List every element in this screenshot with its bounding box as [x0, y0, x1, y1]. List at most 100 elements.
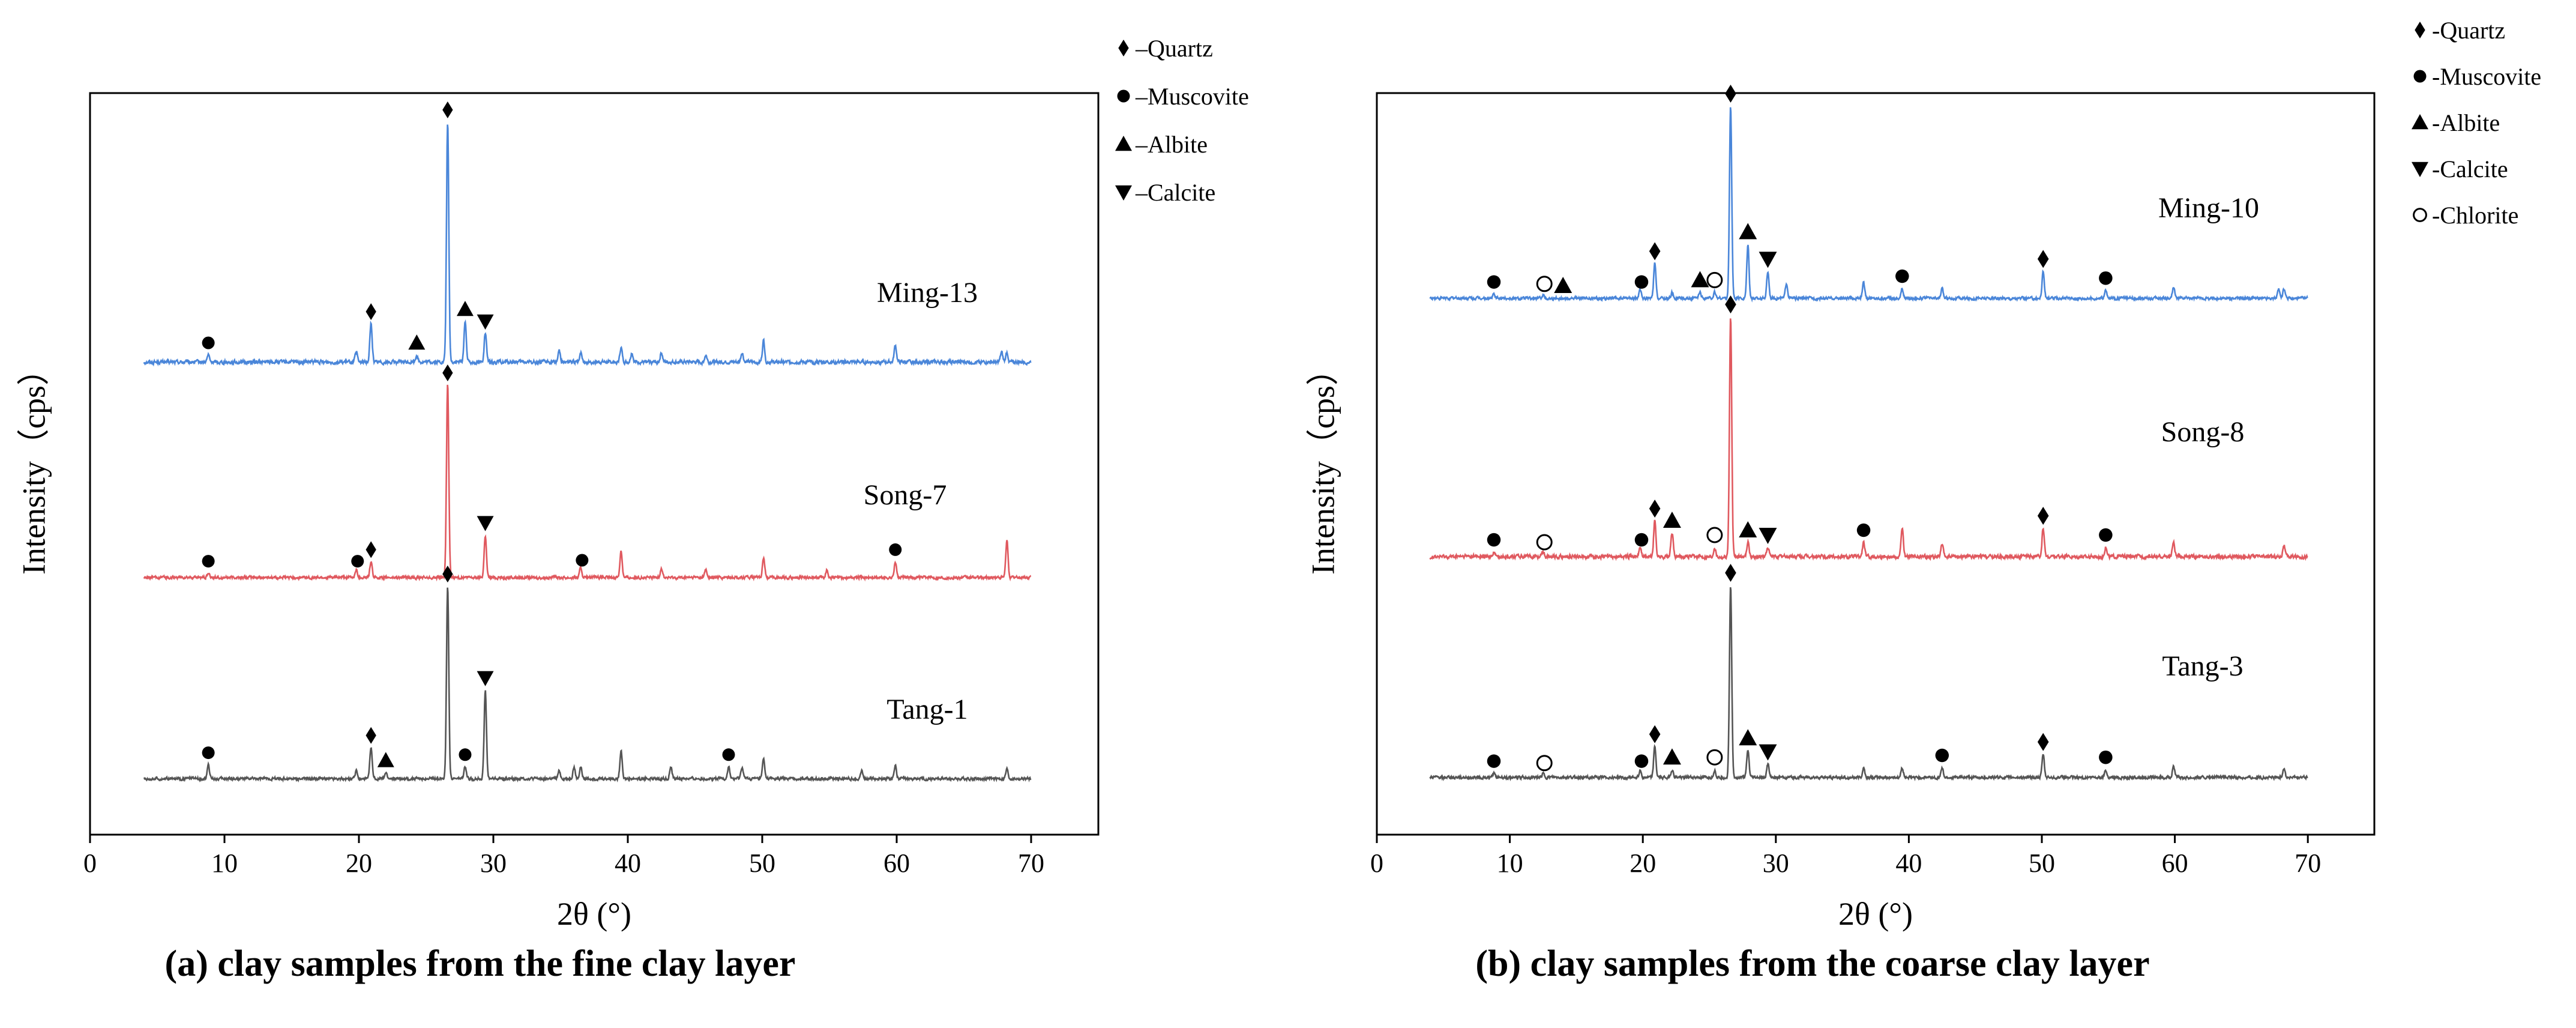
series-label-song-7: Song-7 — [864, 479, 947, 511]
phase-marker-circle — [889, 543, 902, 556]
phase-marker-triangle-up — [456, 301, 474, 316]
phase-marker-open-circle — [1706, 271, 1723, 288]
phase-marker-triangle-down — [1759, 744, 1777, 761]
series-line-song-8 — [1429, 318, 2308, 561]
phase-marker-triangle-up — [408, 334, 426, 350]
x-axis-label: 2θ (°) — [1838, 896, 1913, 932]
phase-marker-circle — [1634, 275, 1649, 289]
phase-marker-circle — [1487, 275, 1501, 289]
x-tick-label: 70 — [1018, 848, 1044, 878]
phase-marker-triangle-up — [1739, 521, 1757, 537]
phase-marker-diamond — [442, 101, 453, 118]
series-line-tang-1 — [143, 587, 1032, 783]
legend-diamond-icon — [2415, 22, 2425, 38]
phase-marker-circle — [722, 748, 735, 761]
panel-b: 0 10 20 30 40 50 60 70 2θ (°) Intensity（cps） Ming-… — [1305, 17, 2541, 932]
phase-marker-triangle-down — [477, 314, 494, 330]
legend-triangle-down-icon — [2412, 162, 2428, 177]
series-label-tang-3: Tang-3 — [2162, 650, 2243, 682]
x-tick-label: 10 — [1497, 848, 1523, 878]
phase-marker-diamond — [442, 364, 453, 381]
phase-marker-diamond — [1725, 564, 1736, 582]
series-line-ming-10 — [1429, 107, 2308, 303]
phase-marker-circle — [1895, 269, 1909, 283]
phase-marker-circle — [1634, 533, 1649, 547]
phase-marker-circle — [2099, 271, 2113, 285]
phase-marker-circle — [1856, 523, 1871, 537]
phase-marker-circle — [351, 555, 364, 568]
series-line-tang-3 — [1429, 587, 2308, 782]
legend-circle-icon — [1117, 89, 1130, 103]
phase-marker-circle — [1487, 533, 1501, 547]
series-label-song-8: Song-8 — [2161, 416, 2245, 448]
phase-marker-triangle-up — [1739, 223, 1757, 240]
x-tick-label: 50 — [749, 848, 775, 878]
x-tick-label: 40 — [1895, 848, 1922, 878]
legend-diamond-icon — [1118, 40, 1129, 56]
legend-triangle-up-icon — [1115, 136, 1132, 151]
legend-item-calcite: –Calcite — [1135, 179, 1215, 206]
legend-item-albite: –Albite — [1135, 131, 1208, 158]
phase-marker-triangle-down — [477, 671, 494, 686]
legend-triangle-up-icon — [2412, 114, 2428, 130]
series-line-song-7 — [143, 384, 1032, 582]
phase-marker-circle — [2099, 750, 2113, 764]
phase-marker-diamond — [1725, 295, 1736, 313]
phase-marker-triangle-down — [477, 516, 494, 531]
phase-marker-diamond — [366, 541, 376, 558]
phase-marker-circle — [202, 336, 215, 349]
legend-open-circle-icon — [2413, 208, 2427, 222]
phase-marker-open-circle — [1706, 749, 1723, 766]
legend-circle-icon — [2413, 70, 2427, 83]
series-label-tang-1: Tang-1 — [886, 694, 968, 725]
series-label-ming-13: Ming-13 — [877, 277, 978, 309]
phase-marker-diamond — [2037, 250, 2049, 268]
phase-marker-diamond — [1649, 725, 1661, 743]
phase-marker-triangle-up — [1691, 271, 1709, 288]
phase-marker-circle — [1935, 748, 1949, 763]
phase-marker-circle — [459, 748, 472, 761]
phase-marker-open-circle — [1706, 527, 1723, 543]
series-label-ming-10: Ming-10 — [2158, 192, 2259, 224]
legend-item-calcite: -Calcite — [2432, 156, 2508, 183]
phase-marker-diamond — [366, 303, 376, 320]
x-tick-label: 30 — [480, 848, 507, 878]
x-tick-label: 30 — [1763, 848, 1789, 878]
phase-marker-triangle-up — [1554, 277, 1572, 293]
x-tick-label: 70 — [2295, 848, 2321, 878]
phase-marker-diamond — [366, 727, 376, 744]
phase-marker-triangle-up — [1739, 729, 1757, 746]
phase-marker-circle — [2099, 528, 2113, 542]
phase-marker-diamond — [1649, 242, 1661, 261]
legend-item-quartz: –Quartz — [1135, 35, 1213, 62]
legend-item-chlorite: -Chlorite — [2432, 202, 2518, 229]
x-tick-label: 0 — [1370, 848, 1383, 878]
phase-marker-open-circle — [1536, 276, 1553, 292]
phase-marker-circle — [576, 554, 589, 567]
phase-marker-open-circle — [1536, 534, 1553, 551]
y-axis-label: Intensity（cps） — [1305, 353, 1341, 575]
x-tick-label: 60 — [2162, 848, 2188, 878]
x-tick-label: 40 — [615, 848, 641, 878]
legend-item-muscovite: -Muscovite — [2432, 63, 2541, 90]
x-tick-label: 60 — [883, 848, 910, 878]
phase-marker-triangle-down — [1759, 252, 1777, 268]
phase-marker-triangle-down — [1759, 528, 1777, 544]
phase-marker-diamond — [442, 566, 453, 582]
legend-triangle-down-icon — [1115, 185, 1132, 201]
x-tick-label: 0 — [83, 848, 97, 878]
x-axis-label: 2θ (°) — [557, 896, 631, 932]
series-line-ming-13 — [143, 124, 1032, 367]
plot-frame — [89, 92, 1100, 836]
phase-marker-circle — [1487, 754, 1501, 768]
phase-marker-circle — [1634, 754, 1649, 768]
legend-item-muscovite: –Muscovite — [1135, 83, 1249, 110]
phase-marker-diamond — [2037, 507, 2049, 525]
phase-marker-diamond — [1725, 85, 1736, 103]
phase-marker-triangle-up — [1663, 512, 1681, 528]
x-tick-label: 10 — [211, 848, 238, 878]
legend-item-quartz: -Quartz — [2432, 17, 2505, 44]
x-tick-label: 50 — [2029, 848, 2055, 878]
phase-marker-circle — [202, 746, 215, 760]
phase-marker-circle — [202, 555, 215, 568]
